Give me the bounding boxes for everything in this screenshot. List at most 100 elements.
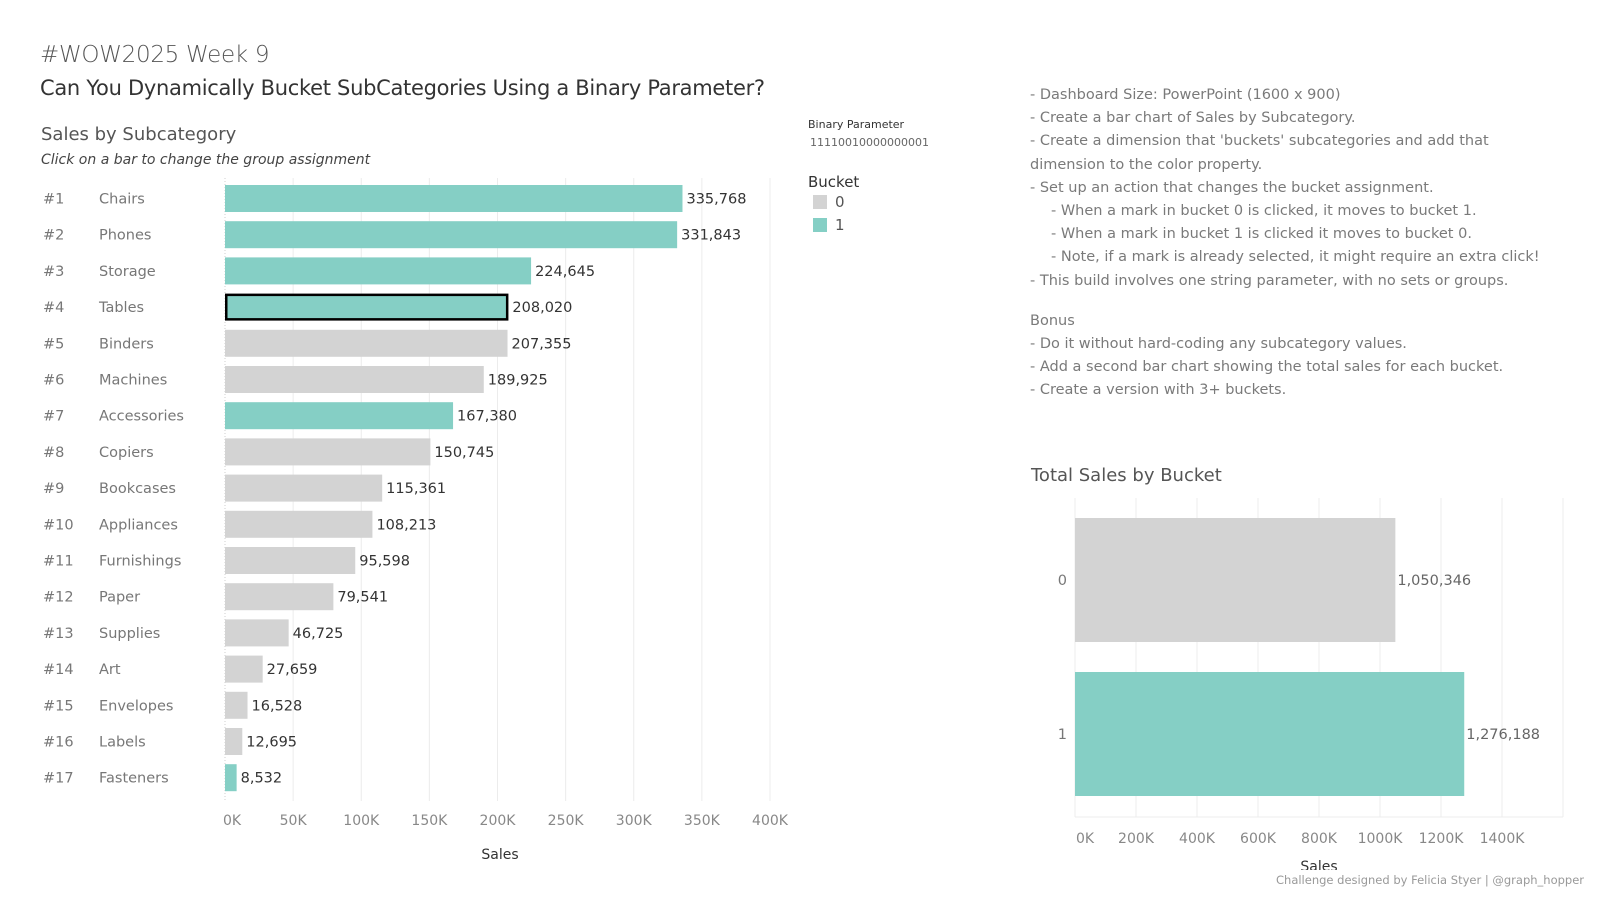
bucket-label: 0 xyxy=(1058,573,1067,589)
instruction-line: - When a mark in bucket 1 is clicked it … xyxy=(1051,226,1472,243)
subcategory-label[interactable]: Fasteners xyxy=(99,771,169,787)
bar-value-label: 1,050,346 xyxy=(1397,573,1471,589)
bar-value-label: 207,355 xyxy=(512,336,572,352)
subcategory-label[interactable]: Copiers xyxy=(99,445,154,461)
rank-label: #11 xyxy=(43,554,74,570)
bar-envelopes[interactable] xyxy=(225,691,248,719)
bar-value-label: 115,361 xyxy=(386,481,446,497)
subcategory-label[interactable]: Envelopes xyxy=(99,698,173,714)
subcategory-label[interactable]: Phones xyxy=(99,228,151,244)
x-tick-label: 200K xyxy=(480,813,517,829)
rank-label: #2 xyxy=(43,228,64,244)
bar-storage[interactable] xyxy=(225,257,532,285)
subcategory-label[interactable]: Paper xyxy=(99,590,140,606)
x-tick-label: 1400K xyxy=(1480,831,1526,847)
bar-fasteners[interactable] xyxy=(225,764,237,792)
bar-copiers[interactable] xyxy=(225,438,431,466)
bar-value-label: 224,645 xyxy=(535,264,595,280)
subcategory-label[interactable]: Labels xyxy=(99,735,146,751)
rank-label: #14 xyxy=(43,662,74,678)
rank-label: #16 xyxy=(43,735,74,751)
bonus-line: - Do it without hard-coding any subcateg… xyxy=(1030,336,1407,353)
bucket-bar-1[interactable] xyxy=(1075,672,1465,796)
sales-by-subcategory-subtitle: Click on a bar to change the group assig… xyxy=(41,152,371,168)
rank-label: #17 xyxy=(43,771,74,787)
legend-item-bucket-0[interactable]: 0 xyxy=(813,193,845,211)
x-axis-label: Sales xyxy=(481,847,518,863)
bar-value-label: 335,768 xyxy=(686,192,746,208)
subcategory-label[interactable]: Bookcases xyxy=(99,481,176,497)
bucket-label: 1 xyxy=(1058,727,1067,743)
subcategory-label[interactable]: Accessories xyxy=(99,409,184,425)
x-tick-label: 600K xyxy=(1240,831,1277,847)
x-tick-label: 100K xyxy=(343,813,380,829)
bar-value-label: 331,843 xyxy=(681,228,741,244)
instruction-line: - Create a dimension that 'buckets' subc… xyxy=(1030,133,1489,150)
subcategory-label[interactable]: Furnishings xyxy=(99,554,181,570)
bar-appliances[interactable] xyxy=(225,510,373,538)
subcategory-label[interactable]: Appliances xyxy=(99,517,178,533)
dashboard-title: Can You Dynamically Bucket SubCategories… xyxy=(40,76,765,100)
subcategory-label[interactable]: Art xyxy=(99,662,121,678)
instruction-line: - Dashboard Size: PowerPoint (1600 x 900… xyxy=(1030,87,1341,103)
rank-label: #8 xyxy=(43,445,64,461)
bar-value-label: 95,598 xyxy=(359,554,410,570)
subcategory-label[interactable]: Binders xyxy=(99,336,154,352)
x-tick-label: 350K xyxy=(684,813,721,829)
bar-value-label: 150,745 xyxy=(434,445,494,461)
bonus-title: Bonus xyxy=(1030,312,1075,329)
subcategory-label[interactable]: Machines xyxy=(99,373,167,389)
rank-label: #9 xyxy=(43,481,64,497)
x-axis-label: Sales xyxy=(1300,859,1337,870)
legend-swatch-1 xyxy=(813,218,827,232)
bar-art[interactable] xyxy=(225,655,263,683)
bar-labels[interactable] xyxy=(225,728,243,755)
bar-value-label: 16,528 xyxy=(252,698,303,714)
bar-phones[interactable] xyxy=(225,221,678,249)
subcategory-label[interactable]: Storage xyxy=(99,264,156,280)
bar-supplies[interactable] xyxy=(225,619,289,647)
bar-accessories[interactable] xyxy=(225,402,454,430)
subcategory-label[interactable]: Supplies xyxy=(99,626,160,642)
bonus-line: - Add a second bar chart showing the tot… xyxy=(1030,359,1504,376)
rank-label: #15 xyxy=(43,698,74,714)
total-sales-by-bucket-title: Total Sales by Bucket xyxy=(1031,465,1222,486)
instruction-line: dimension to the color property. xyxy=(1030,156,1263,173)
x-tick-label: 250K xyxy=(548,813,585,829)
bar-tables[interactable] xyxy=(225,293,509,321)
x-tick-label: 400K xyxy=(752,813,789,829)
legend-label-0: 0 xyxy=(835,193,845,211)
instruction-line: - Note, if a mark is already selected, i… xyxy=(1051,249,1540,266)
sales-by-subcategory-title: Sales by Subcategory xyxy=(41,124,237,145)
total-sales-by-bucket-chart: 0K 200K 400K 600K 800K 1000K 1200K 1400K Sales 0 1… xyxy=(1058,498,1564,870)
rank-label: #13 xyxy=(43,626,74,642)
subcategory-label[interactable]: Tables xyxy=(98,300,144,316)
x-tick-label: 1200K xyxy=(1419,831,1465,847)
rank-label: #6 xyxy=(43,373,64,389)
subcategory-label[interactable]: Chairs xyxy=(99,192,145,208)
x-tick-label: 0K xyxy=(1076,831,1095,847)
instructions-text: - Dashboard Size: PowerPoint (1600 x 900… xyxy=(1030,84,1540,403)
bar-furnishings[interactable] xyxy=(225,547,356,574)
instruction-line: - Create a bar chart of Sales by Subcate… xyxy=(1030,110,1356,127)
bar-value-label: 27,659 xyxy=(267,662,318,678)
rank-label: #12 xyxy=(43,590,74,606)
bar-binders[interactable] xyxy=(225,329,508,357)
bar-value-label: 8,532 xyxy=(241,771,283,787)
binary-parameter-value[interactable]: 11110010000000001 xyxy=(810,136,929,149)
rank-label: #4 xyxy=(43,300,64,316)
bar-value-label: 46,725 xyxy=(293,626,344,642)
bucket-bar-0[interactable] xyxy=(1075,518,1396,642)
bar-value-label: 79,541 xyxy=(337,590,388,606)
x-tick-label: 150K xyxy=(411,813,448,829)
legend-item-bucket-1[interactable]: 1 xyxy=(813,216,845,234)
x-tick-label: 400K xyxy=(1179,831,1216,847)
bar-value-label: 208,020 xyxy=(512,300,572,316)
rank-label: #1 xyxy=(43,192,64,208)
bar-machines[interactable] xyxy=(225,366,484,393)
x-tick-label: 0K xyxy=(223,813,242,829)
bar-paper[interactable] xyxy=(225,583,334,611)
bar-bookcases[interactable] xyxy=(225,474,383,502)
bar-chairs[interactable] xyxy=(225,185,683,212)
bar-value-label: 1,276,188 xyxy=(1466,727,1540,743)
